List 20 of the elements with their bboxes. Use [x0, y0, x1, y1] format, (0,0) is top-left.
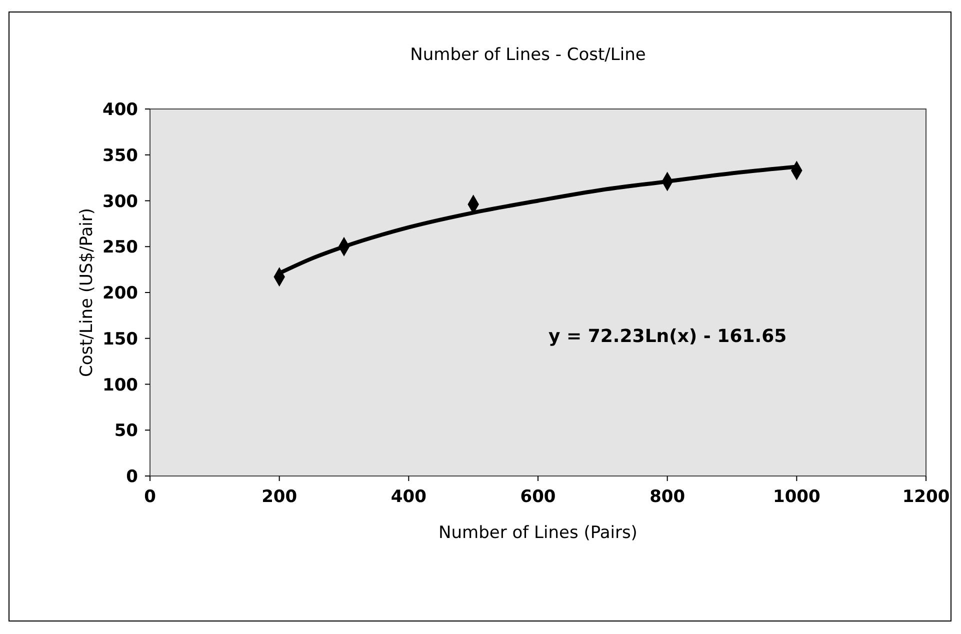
y-tick-label: 400: [102, 100, 138, 120]
y-tick-label: 100: [102, 375, 138, 396]
y-tick-label: 0: [126, 467, 138, 487]
x-tick-label: 1200: [902, 487, 950, 507]
x-tick-label: 0: [144, 487, 156, 507]
y-tick-label: 200: [102, 284, 138, 304]
y-tick-label: 50: [114, 421, 138, 442]
x-tick-label: 1000: [773, 487, 820, 507]
y-tick-label: 350: [102, 146, 138, 166]
x-tick-label: 800: [650, 487, 686, 507]
y-axis-title: Cost/Line (US$/Pair): [77, 208, 97, 378]
x-tick-label: 600: [520, 487, 556, 507]
annotation: y = 72.23Ln(x) - 161.65: [548, 326, 787, 348]
y-tick-label: 250: [102, 238, 138, 258]
y-tick-label: 300: [102, 192, 138, 212]
x-axis-title: Number of Lines (Pairs): [438, 523, 638, 543]
y-tick-label: 150: [102, 329, 138, 350]
x-tick-label: 200: [262, 487, 298, 507]
x-tick-label: 400: [390, 487, 427, 507]
chart-title: Number of Lines - Cost/Line: [410, 45, 646, 65]
